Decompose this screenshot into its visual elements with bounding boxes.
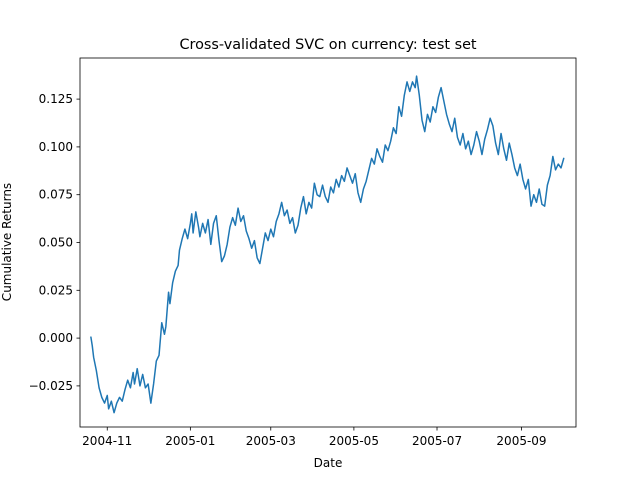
y-tick-label: 0.050 (39, 236, 73, 250)
x-tick-label: 2004-11 (82, 434, 132, 448)
x-tick-label: 2005-01 (165, 434, 215, 448)
x-tick-label: 2005-05 (329, 434, 379, 448)
chart-title: Cross-validated SVC on currency: test se… (179, 37, 476, 53)
plot-frame (79, 57, 577, 428)
y-tick-label: 0.000 (39, 331, 73, 345)
y-tick-label: 0.125 (39, 92, 73, 106)
series-line-0 (90, 75, 565, 414)
plot-series (90, 75, 565, 414)
x-tick-label: 2005-09 (496, 434, 546, 448)
y-axis-ticks: −0.025 0.000 0.025 0.050 0.075 0.100 0.125 (29, 92, 80, 393)
x-tick-label: 2005-07 (412, 434, 462, 448)
y-tick-label: 0.075 (39, 188, 73, 202)
x-axis-label: Date (314, 456, 343, 470)
y-tick-label: 0.025 (39, 283, 73, 297)
x-tick-label: 2005-03 (246, 434, 296, 448)
y-tick-label: −0.025 (29, 379, 73, 393)
x-axis-ticks: 2004-11 2005-01 2005-03 2005-05 2005-07 2005-… (82, 427, 547, 448)
y-axis-label: Cumulative Returns (0, 183, 14, 301)
y-tick-label: 0.100 (39, 140, 73, 154)
